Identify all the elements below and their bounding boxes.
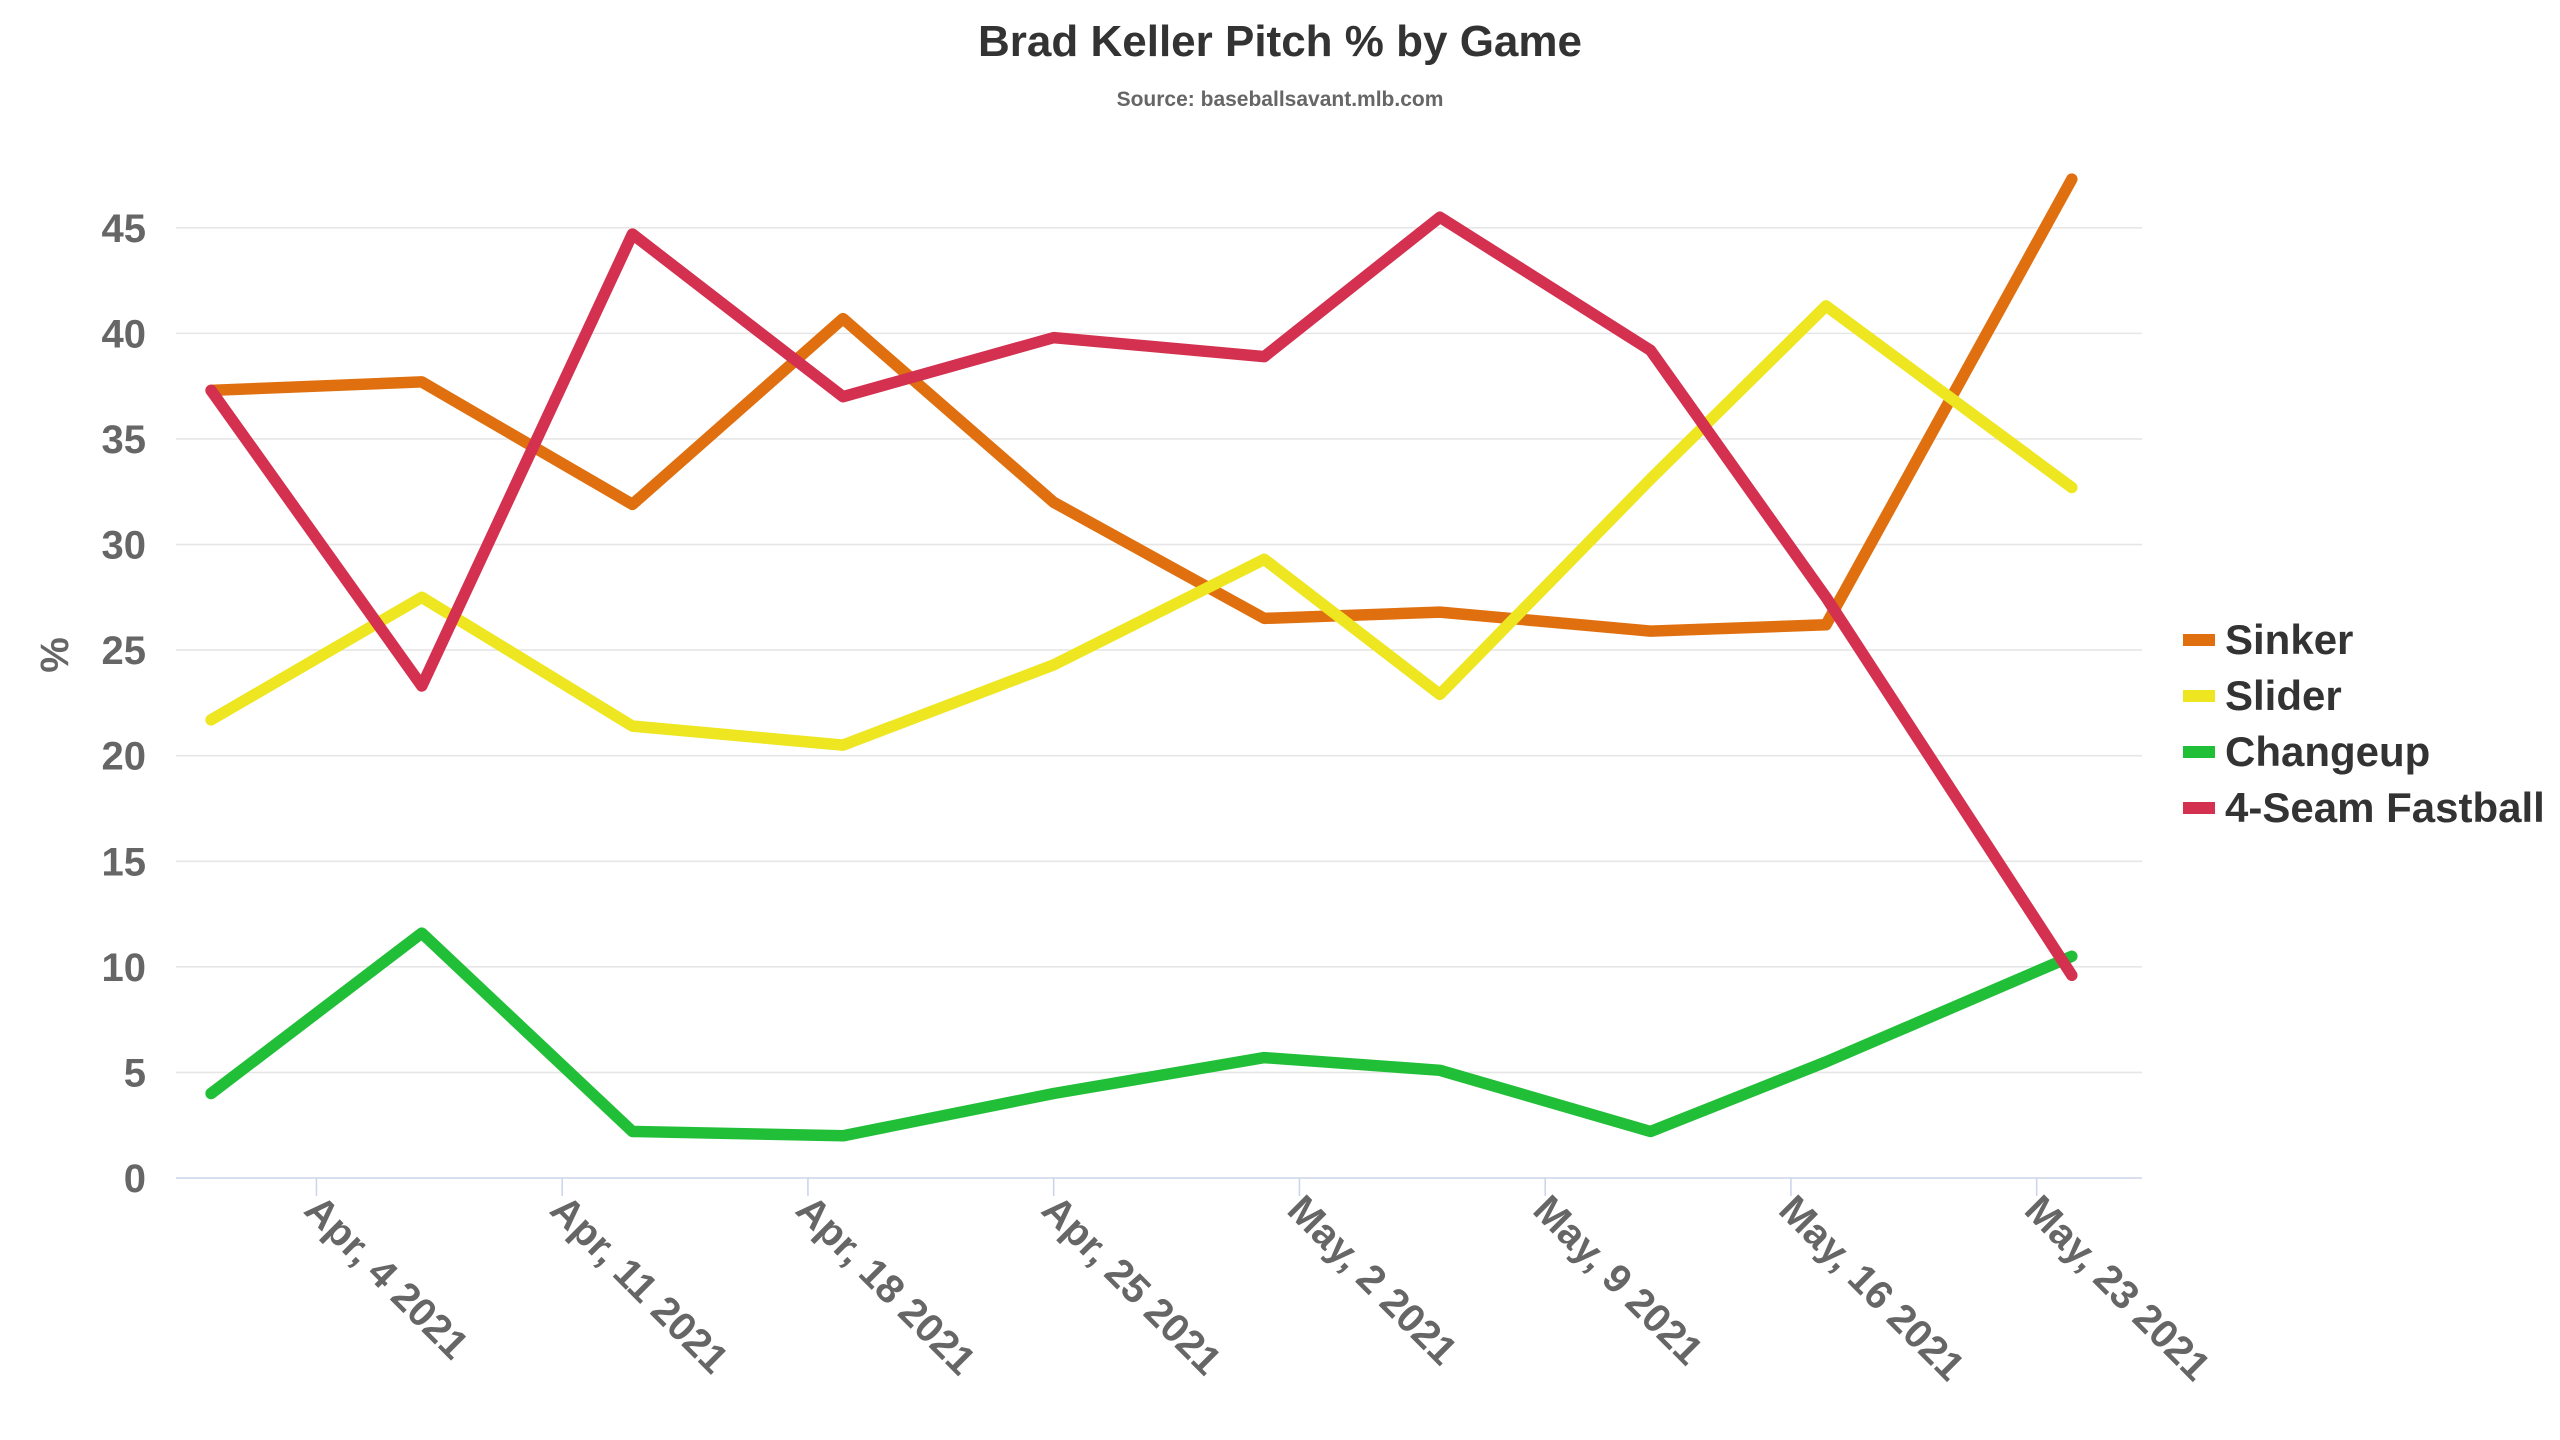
x-tick-label: Apr, 18 2021: [788, 1187, 984, 1383]
y-tick-label: 20: [102, 735, 147, 779]
y-tick-label: 10: [102, 946, 147, 990]
legend[interactable]: Sinker Slider Changeup 4-Seam Fastball: [2183, 616, 2545, 831]
legend-label: Slider: [2225, 672, 2342, 719]
legend-item-sinker[interactable]: Sinker: [2183, 616, 2353, 663]
series-lines: [205, 173, 2078, 1142]
chart-title: Brad Keller Pitch % by Game: [978, 17, 1582, 66]
legend-label: Changeup: [2225, 728, 2430, 775]
legend-item-slider[interactable]: Slider: [2183, 672, 2342, 719]
x-tick-label: May, 23 2021: [2016, 1187, 2218, 1389]
series-line-slider[interactable]: [205, 300, 2078, 751]
y-tick-label: 25: [102, 629, 147, 673]
y-tick-label: 45: [102, 207, 147, 251]
series-line-4-seam-fastball[interactable]: [205, 211, 2078, 982]
series-line-changeup[interactable]: [205, 927, 2078, 1142]
x-tick-label: Apr, 4 2021: [296, 1187, 476, 1367]
x-tick-label: Apr, 11 2021: [542, 1187, 737, 1382]
x-tick-label: May, 2 2021: [1279, 1187, 1465, 1373]
series-line-sinker[interactable]: [205, 173, 2078, 637]
y-tick-label: 40: [102, 312, 147, 356]
legend-label: Sinker: [2225, 616, 2353, 663]
x-tick-label: Apr, 25 2021: [1033, 1187, 1229, 1383]
y-tick-label: 15: [102, 840, 147, 884]
grid: [176, 226, 2142, 1074]
y-tick-label: 5: [124, 1051, 146, 1095]
legend-label: 4-Seam Fastball: [2225, 784, 2545, 831]
y-tick-label: 0: [124, 1157, 146, 1201]
y-tick-label: 30: [102, 524, 147, 568]
chart-subtitle: Source: baseballsavant.mlb.com: [1117, 88, 1444, 111]
x-tick-label: May, 9 2021: [1525, 1187, 1711, 1373]
legend-item-changeup[interactable]: Changeup: [2183, 728, 2430, 775]
y-tick-label: 35: [102, 418, 147, 462]
legend-item-4-seam-fastball[interactable]: 4-Seam Fastball: [2183, 784, 2545, 831]
x-tick-label: May, 16 2021: [1771, 1187, 1973, 1389]
y-axis-title: %: [33, 637, 77, 673]
